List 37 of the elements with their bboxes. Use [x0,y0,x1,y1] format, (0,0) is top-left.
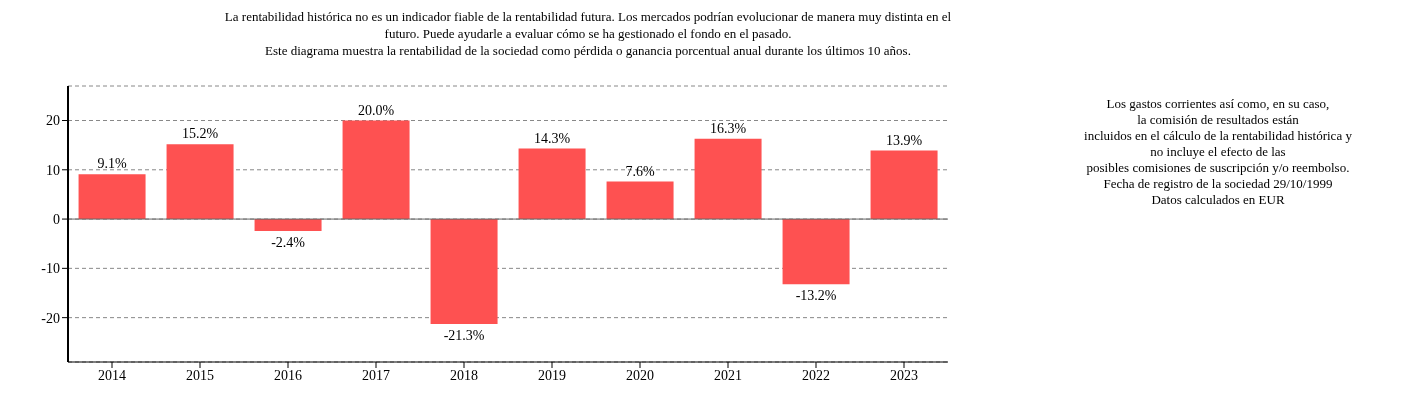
y-tick-label: 10 [46,162,60,178]
data-label: 20.0% [357,102,395,118]
bar [518,148,586,220]
x-tick-label: 2018 [450,367,478,383]
x-tick-label: 2022 [802,367,830,383]
x-tick-label: 2021 [714,367,742,383]
y-tick-label: 20 [46,113,60,129]
data-label: 14.3% [533,130,571,146]
chart-title: La rentabilidad histórica no es un indicador fiable de la rentabilidad futura. Los mercados podrían evolucionar de manera muy distinta en el futuro. Puede ayudarle a evaluar cómo se ha gestionado el fondo en el pasado. Este diagrama muestra la rentabilidad de la sociedad como pérdida o ganancia porcentual anual durante los últimos 10 años. [223,8,953,59]
x-tick-label: 2014 [98,367,126,383]
bar [430,219,498,325]
data-label: 9.1% [97,156,127,172]
x-tick-label: 2023 [890,367,918,383]
bar [870,150,938,220]
x-tick-label: 2016 [274,367,302,383]
bar [254,219,322,231]
y-tick-label: 0 [53,212,60,228]
bar [606,181,674,220]
bar [78,174,146,220]
data-label: 15.2% [181,126,219,142]
x-tick-label: 2019 [538,367,566,383]
x-tick-label: 2015 [186,367,214,383]
data-label: -2.4% [271,234,306,250]
data-label: -13.2% [795,288,837,304]
y-tick-label: -20 [41,310,60,326]
bar [342,120,410,220]
bar [166,144,234,220]
data-label: 16.3% [709,120,747,136]
data-label: 7.6% [625,163,655,179]
y-tick-label: -10 [41,261,60,277]
bar [694,138,762,220]
data-label: 13.9% [885,132,923,148]
bar [782,219,850,285]
x-tick-label: 2020 [626,367,654,383]
x-tick-label: 2017 [362,367,390,383]
text: Los gastos corrientes así como, en su caso, la comisión de resultados están incluidos en el cálculo de la rentabilidad histórica y no incluye el efecto de las posibles comisiones de suscripción y/o reembolso. Fecha de registro de la sociedad 29/10/1999 Datos calculados en EUR [1083,96,1353,208]
data-label: -21.3% [443,328,485,344]
